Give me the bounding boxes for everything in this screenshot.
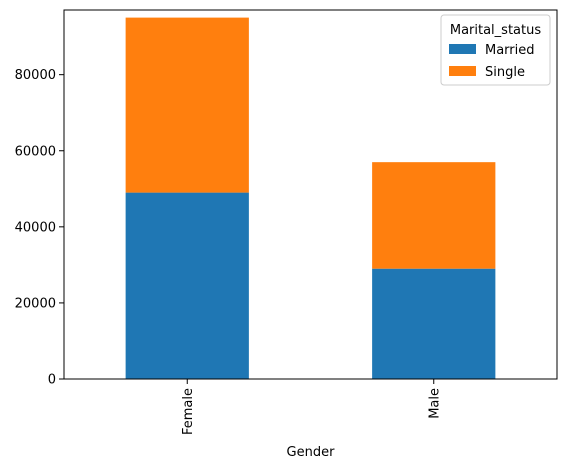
legend-items: Married Single xyxy=(449,43,535,80)
y-tick-label: 20000 xyxy=(15,296,56,311)
y-axis: 0 20000 40000 60000 80000 xyxy=(15,68,64,388)
legend: Marital_status Married Single xyxy=(440,14,551,86)
x-axis-label: Gender xyxy=(287,445,336,460)
bar-male-married xyxy=(372,268,496,379)
y-tick-label: 40000 xyxy=(15,220,56,235)
bar-female-married xyxy=(125,192,249,379)
bars-group xyxy=(125,17,496,379)
legend-label-single: Single xyxy=(485,65,525,80)
x-tick-label-female: Female xyxy=(181,388,196,435)
x-axis: Female Male xyxy=(181,379,442,435)
bar-female-single xyxy=(125,17,249,193)
legend-swatch-married xyxy=(449,44,476,54)
legend-title: Marital_status xyxy=(450,23,541,38)
y-tick-label: 80000 xyxy=(15,68,56,83)
legend-label-married: Married xyxy=(485,43,535,58)
legend-swatch-single xyxy=(449,66,476,76)
x-tick-label-male: Male xyxy=(427,388,442,419)
plot-frame xyxy=(63,9,558,380)
y-tick-label: 60000 xyxy=(15,144,56,159)
y-tick-label: 0 xyxy=(48,373,56,388)
bar-male-single xyxy=(372,162,496,269)
